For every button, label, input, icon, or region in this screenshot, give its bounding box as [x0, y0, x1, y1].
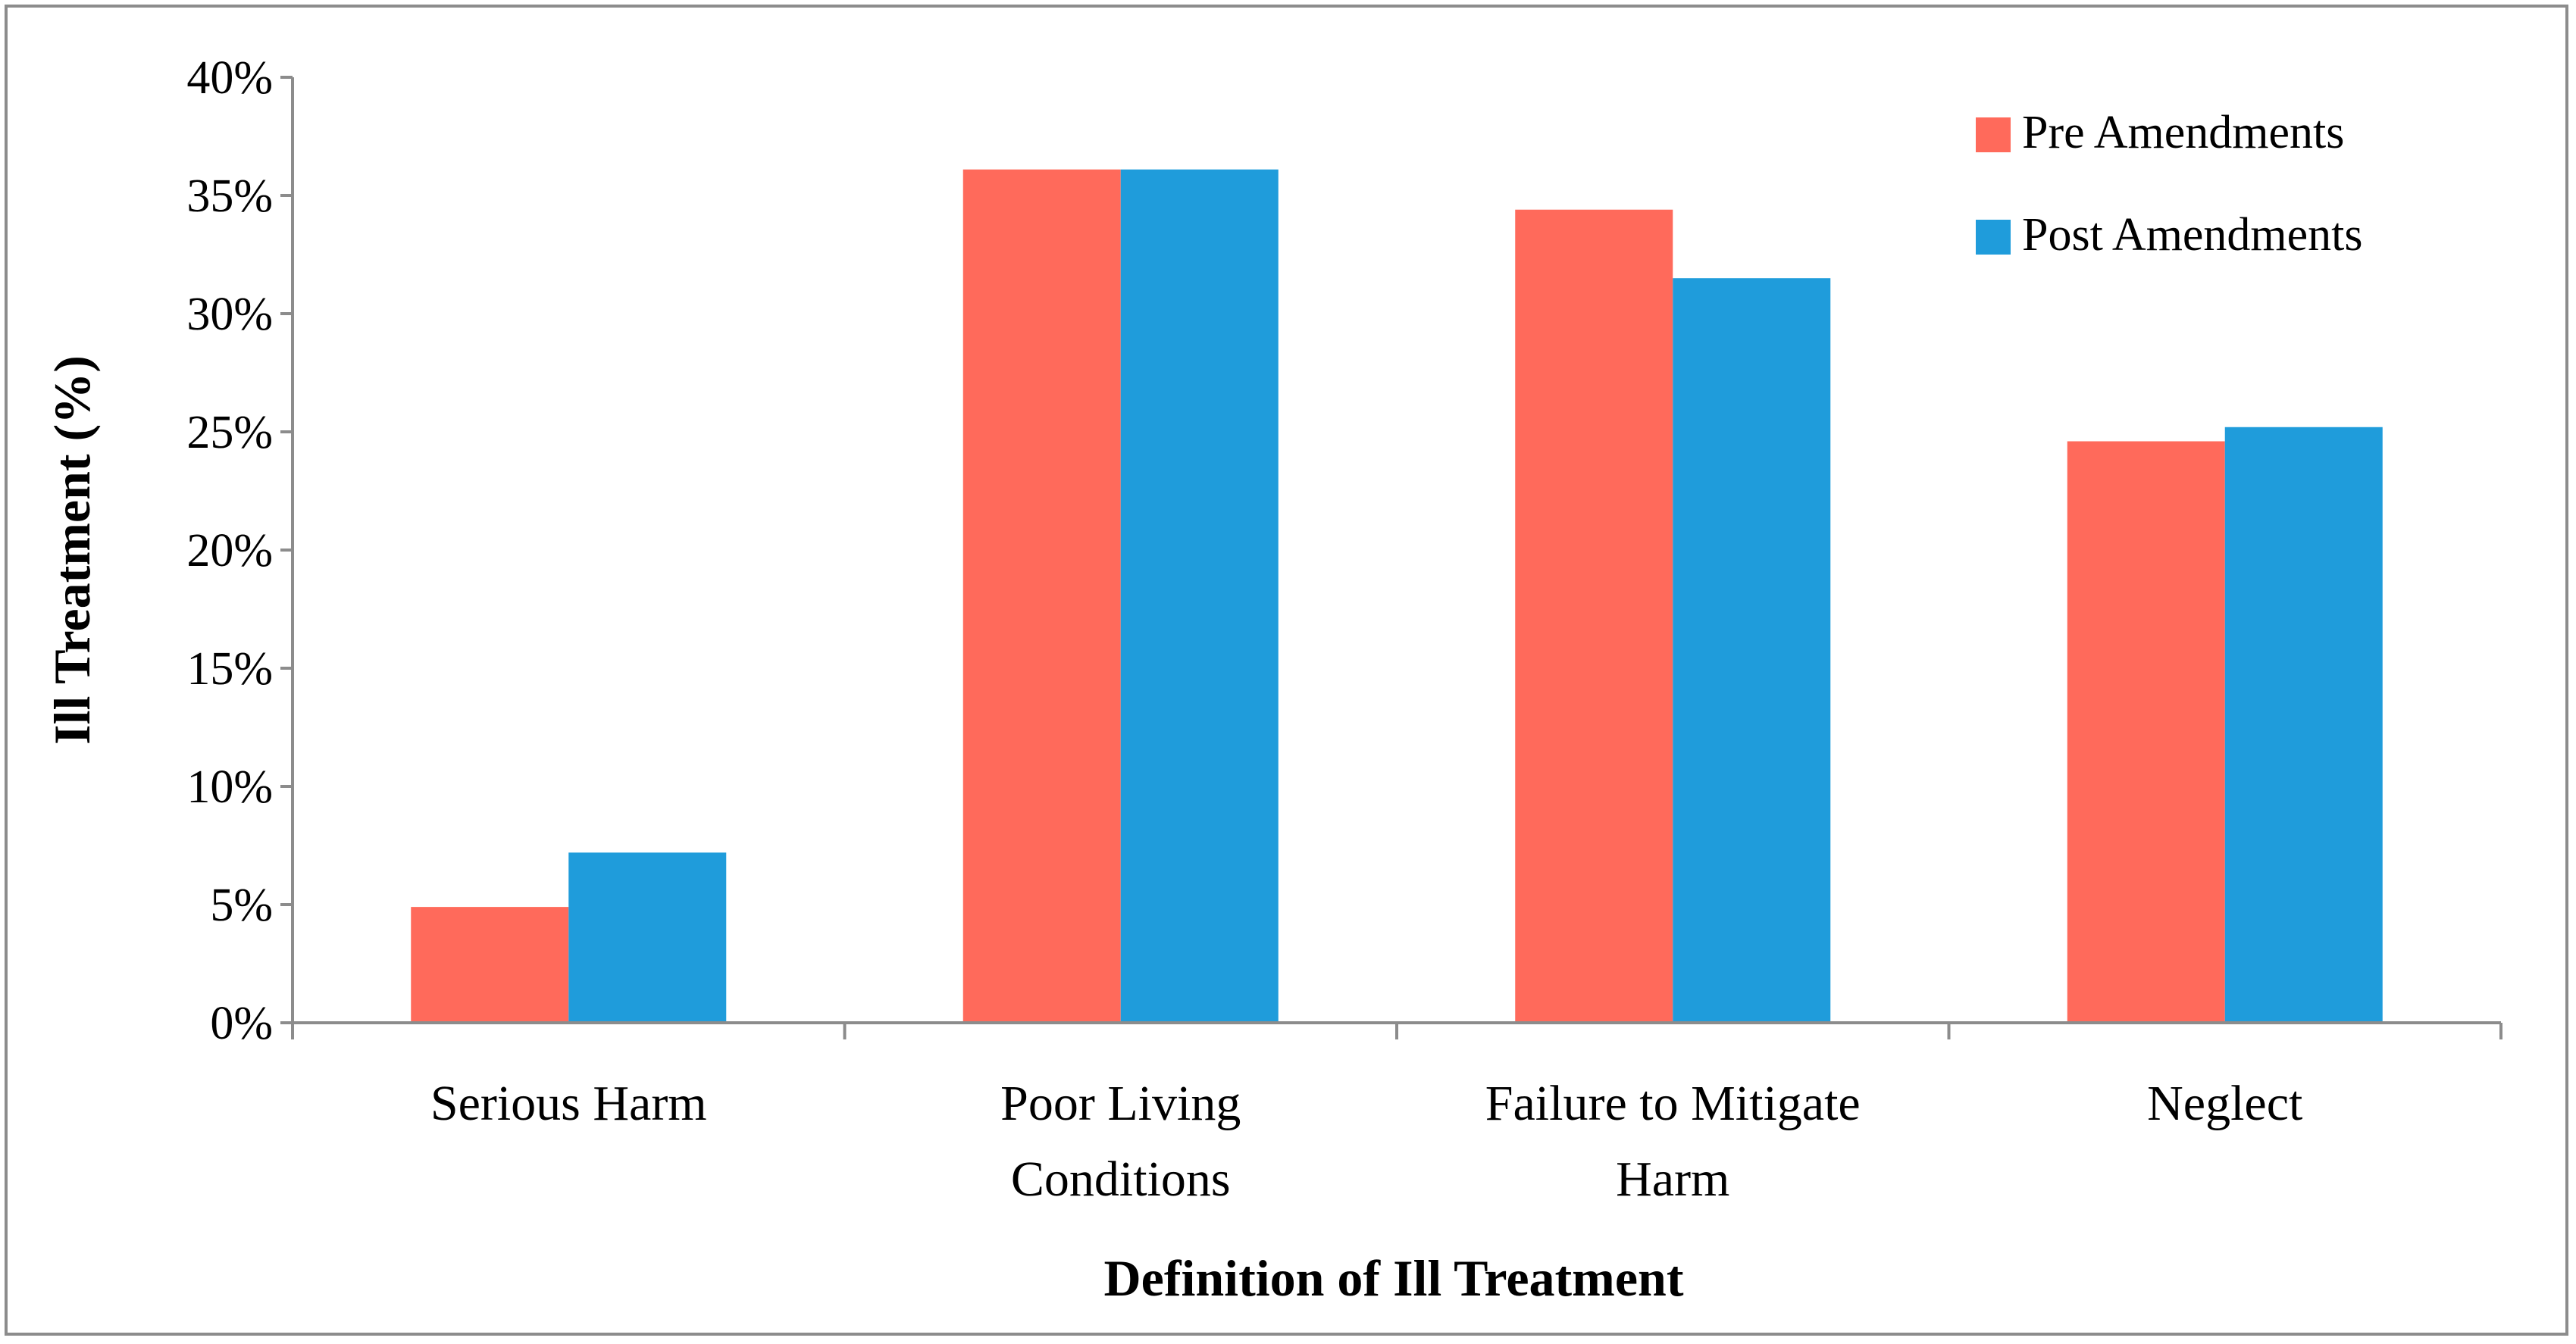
- legend-swatch-pre: [1976, 117, 2011, 152]
- y-tick-label: 15%: [186, 643, 273, 695]
- y-axis-title: Ill Treatment (%): [43, 355, 101, 745]
- x-tick-label-line: Serious Harm: [430, 1076, 707, 1131]
- bars: [411, 169, 2383, 1024]
- x-tick-label: Failure to Mitigate Harm: [1485, 1076, 1861, 1207]
- y-tick-label: 30%: [186, 289, 273, 340]
- x-axis-labels: Serious Harm Poor Living Conditions Failure…: [430, 1076, 2303, 1207]
- y-tick-label: 0%: [210, 998, 273, 1049]
- x-tick-label-line: Neglect: [2147, 1076, 2302, 1131]
- bar-post-2: [1673, 278, 1831, 1023]
- x-tick-label-line: Harm: [1616, 1152, 1729, 1207]
- x-axis-title: Definition of Ill Treatment: [1104, 1249, 1684, 1307]
- x-tick-label: Neglect: [2147, 1076, 2302, 1131]
- y-tick-label: 10%: [186, 761, 273, 813]
- bar-post-1: [1120, 169, 1279, 1024]
- x-tick-label-line: Conditions: [1011, 1152, 1231, 1207]
- y-tick-label: 5%: [210, 880, 273, 931]
- bar-pre-2: [1515, 209, 1673, 1024]
- legend: Pre Amendments Post Amendments: [1976, 107, 2363, 261]
- x-tick-label: Serious Harm: [430, 1076, 707, 1131]
- y-tick-label: 25%: [186, 407, 273, 458]
- bar-pre-3: [2067, 441, 2225, 1023]
- y-tick-label: 20%: [186, 525, 273, 577]
- x-tick-label-line: Failure to Mitigate: [1485, 1076, 1861, 1131]
- legend-swatch-post: [1976, 220, 2011, 255]
- legend-label-post: Post Amendments: [2022, 209, 2363, 261]
- y-tick-label: 40%: [186, 52, 273, 104]
- bar-post-0: [568, 852, 727, 1023]
- bar-post-3: [2224, 427, 2383, 1023]
- bar-pre-1: [962, 169, 1121, 1024]
- bar-pre-0: [411, 907, 569, 1023]
- x-tick-label: Poor Living Conditions: [1000, 1076, 1241, 1207]
- y-axis-ticks: 0% 5% 10% 15% 20% 25% 30% 35% 40%: [186, 52, 293, 1049]
- legend-label-pre: Pre Amendments: [2022, 107, 2344, 158]
- x-tick-label-line: Poor Living: [1000, 1076, 1241, 1131]
- y-tick-label: 35%: [186, 170, 273, 222]
- axes: [291, 77, 2502, 1039]
